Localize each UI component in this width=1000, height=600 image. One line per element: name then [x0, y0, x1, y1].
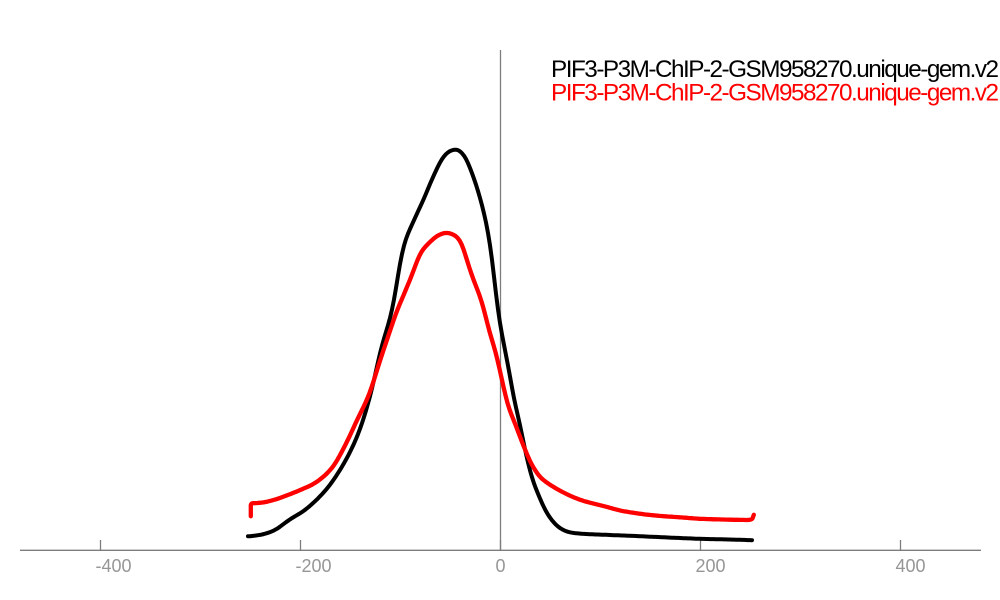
svg-text:200: 200 — [696, 556, 726, 576]
svg-text:PIF3-P3M-ChIP-2-GSM958270.uniq: PIF3-P3M-ChIP-2-GSM958270.unique-gem.v2 — [551, 80, 999, 107]
svg-text:PIF3-P3M-ChIP-2-GSM958270.uniq: PIF3-P3M-ChIP-2-GSM958270.unique-gem.v2 — [551, 56, 999, 83]
svg-text:-400: -400 — [96, 556, 132, 576]
svg-text:-200: -200 — [296, 556, 332, 576]
svg-text:0: 0 — [496, 556, 506, 576]
svg-text:400: 400 — [896, 556, 926, 576]
